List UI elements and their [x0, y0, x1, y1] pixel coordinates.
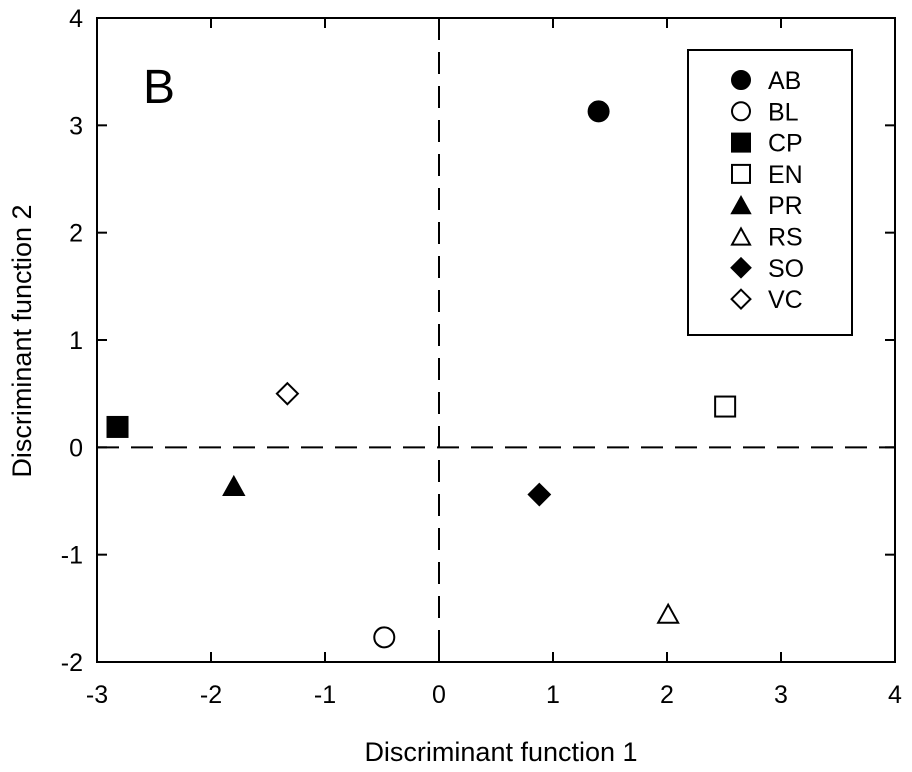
- legend-marker-vc: [730, 288, 752, 310]
- legend-box: [687, 49, 853, 336]
- data-point-so: [527, 482, 552, 507]
- x-tick-label: 2: [660, 681, 674, 709]
- x-tick-label: -3: [86, 681, 108, 709]
- legend-marker-bl: [731, 101, 751, 122]
- reference-lines-layer: [97, 18, 895, 662]
- y-tick-label: 2: [69, 220, 83, 248]
- panel-label: B: [143, 61, 175, 114]
- y-axis-title: Discriminant function 2: [7, 204, 37, 477]
- legend-label-en: EN: [768, 161, 803, 189]
- y-tick-label: 4: [69, 5, 83, 33]
- legend: AB BL CP EN PR RS SO VC: [687, 49, 853, 336]
- y-tick-label: 1: [69, 327, 83, 355]
- legend-label-so: SO: [768, 255, 804, 283]
- legend-label-ab: AB: [768, 67, 801, 95]
- y-tick-label: 0: [69, 434, 83, 462]
- legend-label-rs: RS: [768, 224, 803, 252]
- data-point-pr: [222, 474, 246, 496]
- x-tick-label: -1: [314, 681, 336, 709]
- data-point-bl: [373, 626, 396, 649]
- legend-marker-cp: [731, 132, 751, 153]
- y-tick-label: -2: [61, 649, 83, 677]
- y-tick-label: -1: [61, 542, 83, 570]
- data-point-vc: [275, 381, 300, 406]
- data-point-cp: [106, 415, 129, 438]
- x-tick-label: 4: [888, 681, 902, 709]
- x-tick-label: 0: [432, 681, 446, 709]
- x-tick-label: -2: [200, 681, 222, 709]
- legend-marker-en: [731, 163, 751, 184]
- legend-label-bl: BL: [768, 98, 799, 126]
- y-tick-label: 3: [69, 112, 83, 140]
- legend-marker-pr: [730, 195, 752, 215]
- x-tick-label: 1: [546, 681, 560, 709]
- data-point-en: [714, 395, 737, 418]
- data-point-ab: [587, 100, 610, 123]
- legend-label-vc: VC: [768, 286, 803, 314]
- legend-label-pr: PR: [768, 192, 803, 220]
- x-tick-label: 3: [774, 681, 788, 709]
- legend-marker-so: [730, 256, 752, 279]
- data-points-layer: [106, 100, 737, 649]
- legend-label-cp: CP: [768, 130, 803, 158]
- legend-marker-ab: [731, 70, 751, 90]
- legend-marker-rs: [730, 226, 752, 246]
- data-point-rs: [656, 602, 680, 624]
- x-axis-title: Discriminant function 1: [364, 737, 637, 767]
